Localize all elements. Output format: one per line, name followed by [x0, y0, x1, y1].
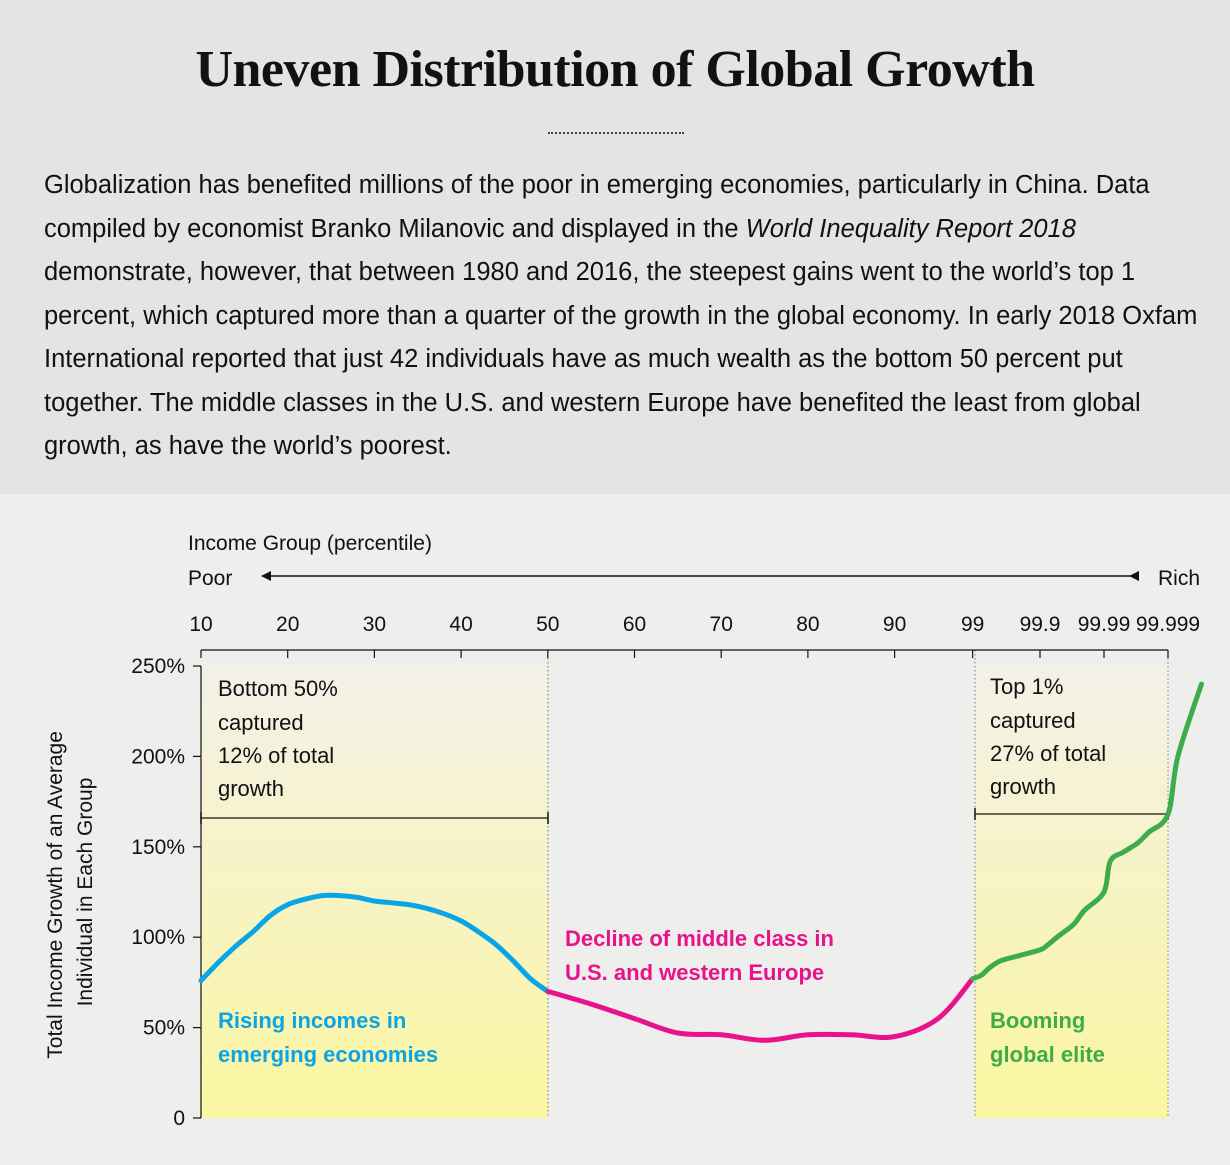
x-tick-label: 10: [189, 613, 212, 636]
booming-series-label: Booming global elite: [990, 1008, 1105, 1067]
y-tick-label: 50%: [143, 1017, 185, 1040]
x-tick-label: 90: [883, 613, 906, 636]
booming-label-line-1: Booming: [990, 1008, 1085, 1033]
rich-label: Rich: [1158, 567, 1200, 590]
series-lines: [198, 681, 1204, 1043]
x-tick-label: 60: [623, 613, 646, 636]
y-axis-title-line-1: Total Income Growth of an Average: [44, 731, 67, 1059]
x-tick-label: 99.9: [1020, 613, 1061, 636]
title-divider: [548, 132, 684, 134]
bottom-annotation-line-1: Bottom 50%: [218, 676, 338, 701]
top-percent-shade: [975, 666, 1168, 1118]
y-tick-label: 0: [173, 1107, 185, 1130]
header-panel: Uneven Distribution of Global Growth Glo…: [0, 0, 1230, 494]
top-annotation-line-2: captured: [990, 708, 1076, 733]
bottom-annotation-line-2: captured: [218, 710, 304, 735]
x-tick-label: 50: [536, 613, 559, 636]
y-axis-title-line-2: Individual in Each Group: [74, 778, 97, 1007]
page-title: Uneven Distribution of Global Growth: [195, 41, 1035, 98]
x-tick-label: 70: [710, 613, 733, 636]
x-axis-title: Income Group (percentile): [188, 532, 432, 555]
bottom-half-shade: [201, 666, 548, 1118]
top-1-annotation: Top 1% captured 27% of total growth: [990, 674, 1112, 799]
x-tick-label: 80: [796, 613, 819, 636]
series-line-rising: [198, 892, 551, 994]
series-line-booming: [970, 681, 1204, 982]
top-annotation-line-3: 27% of total: [990, 741, 1106, 766]
poor-label: Poor: [188, 567, 232, 590]
rising-label-line-1: Rising incomes in: [218, 1008, 406, 1033]
x-tick-label: 99: [961, 613, 984, 636]
y-axis-title: Total Income Growth of an Average Indivi…: [44, 725, 97, 1058]
y-tick-label: 250%: [131, 655, 185, 678]
y-tick-label: 100%: [131, 926, 185, 949]
x-tick-label: 20: [276, 613, 299, 636]
rising-label-line-2: emerging economies: [218, 1042, 438, 1067]
series-line-decline: [545, 976, 976, 1043]
intro-paragraph: Globalization has benefited millions of …: [44, 164, 1209, 469]
top-annotation-line-4: growth: [990, 774, 1056, 799]
decline-label-line-2: U.S. and western Europe: [565, 960, 824, 985]
growth-chart: Income Group (percentile) Poor Rich 10 20…: [44, 532, 1204, 1130]
bottom-annotation-line-4: growth: [218, 776, 284, 801]
y-tick-label: 200%: [131, 745, 185, 768]
top-annotation-line-1: Top 1%: [990, 674, 1063, 699]
x-tick-label: 99.999: [1136, 613, 1200, 636]
x-tick-label: 99.99: [1078, 613, 1131, 636]
x-tick-label: 30: [363, 613, 386, 636]
bottom-50-annotation: Bottom 50% captured 12% of total growth: [218, 676, 344, 801]
x-tick-label: 40: [449, 613, 472, 636]
decline-label-line-1: Decline of middle class in: [565, 926, 834, 951]
y-axis: 0 50% 100% 150% 200% 250%: [131, 655, 202, 1130]
intro-text-1: Globalization has benefited millions of …: [44, 171, 1150, 243]
intro-report-title: World Inequality Report 2018: [745, 214, 1076, 243]
booming-label-line-2: global elite: [990, 1042, 1105, 1067]
x-axis: 10 20 30 40 50 60 70 80 90 99 99.9 99.99 99.999: [189, 613, 1200, 658]
rising-series-label: Rising incomes in emerging economies: [218, 1008, 438, 1067]
decline-series-label: Decline of middle class in U.S. and west…: [565, 926, 840, 985]
bottom-annotation-line-3: 12% of total: [218, 743, 334, 768]
y-tick-label: 150%: [131, 836, 185, 859]
intro-text-2: demonstrate, however, that between 1980 …: [44, 258, 1198, 460]
